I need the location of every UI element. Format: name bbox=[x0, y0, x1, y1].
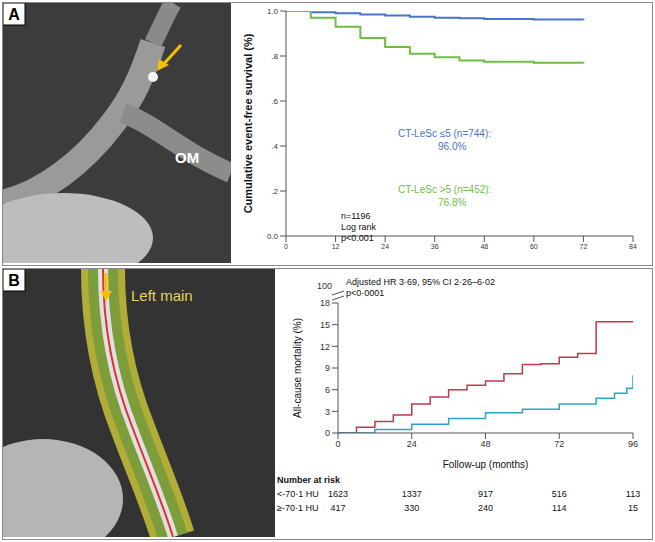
svg-text:15: 15 bbox=[320, 320, 330, 330]
svg-text:72: 72 bbox=[580, 243, 588, 250]
svg-text:B: B bbox=[8, 272, 20, 289]
html-text:76.8%: 76.8% bbox=[438, 197, 467, 208]
svg-text:84: 84 bbox=[629, 243, 637, 250]
svg-text:6: 6 bbox=[325, 385, 330, 395]
svg-text:Follow-up (months): Follow-up (months) bbox=[443, 459, 529, 470]
svg-text:0: 0 bbox=[335, 439, 340, 449]
html-text:1337: 1337 bbox=[401, 489, 422, 499]
html-text:p<0.001: p<0.001 bbox=[341, 233, 374, 243]
svg-text:A: A bbox=[8, 6, 20, 23]
svg-text:12: 12 bbox=[332, 243, 340, 250]
svg-text:Left main: Left main bbox=[131, 287, 193, 304]
svg-text:24: 24 bbox=[407, 439, 417, 449]
svg-text:OM: OM bbox=[175, 149, 199, 166]
html-text:96.0%: 96.0% bbox=[438, 141, 467, 152]
html-text:Adjusted HR 3·69, 95% CI 2·26–: Adjusted HR 3·69, 95% CI 2·26–6·02 bbox=[346, 277, 496, 287]
svg-text:96: 96 bbox=[628, 439, 638, 449]
html-text:1623: 1623 bbox=[328, 489, 348, 499]
svg-text:.8: .8 bbox=[271, 52, 278, 61]
html-text:n=1196: n=1196 bbox=[341, 211, 371, 221]
html-text:100: 100 bbox=[317, 281, 332, 291]
svg-text:9: 9 bbox=[325, 363, 330, 373]
svg-text:24: 24 bbox=[381, 243, 389, 250]
svg-text:0.0: 0.0 bbox=[267, 232, 279, 241]
svg-text:0: 0 bbox=[284, 243, 288, 250]
html-text:Number at risk: Number at risk bbox=[277, 475, 340, 485]
html-text:Log rank: Log rank bbox=[341, 222, 376, 232]
svg-text:72: 72 bbox=[554, 439, 564, 449]
svg-text:3: 3 bbox=[325, 407, 330, 417]
svg-text:48: 48 bbox=[480, 243, 488, 250]
svg-text:.2: .2 bbox=[271, 187, 278, 196]
html-text:417: 417 bbox=[330, 503, 346, 513]
html-text:917: 917 bbox=[478, 489, 493, 499]
svg-text:All-cause mortality (%): All-cause mortality (%) bbox=[292, 318, 303, 418]
html-text:113: 113 bbox=[625, 489, 641, 499]
html-text:p<0·0001: p<0·0001 bbox=[346, 288, 385, 298]
svg-text:18: 18 bbox=[320, 298, 330, 308]
html-text:≥-70·1 HU: ≥-70·1 HU bbox=[277, 503, 319, 513]
svg-text:.6: .6 bbox=[271, 97, 278, 106]
svg-text:60: 60 bbox=[530, 243, 538, 250]
svg-text:0: 0 bbox=[325, 428, 330, 438]
html-text:CT-LeSc ≤5 (n=744):: CT-LeSc ≤5 (n=744): bbox=[398, 128, 491, 139]
html-text:114: 114 bbox=[552, 503, 567, 513]
html-text:15: 15 bbox=[628, 503, 638, 513]
html-text:CT-LeSc >5 (n=452):: CT-LeSc >5 (n=452): bbox=[398, 184, 492, 195]
svg-text:.4: .4 bbox=[271, 142, 278, 151]
html-text:516: 516 bbox=[551, 489, 567, 499]
svg-text:48: 48 bbox=[480, 439, 490, 449]
svg-text:1.0: 1.0 bbox=[267, 7, 279, 16]
svg-text:36: 36 bbox=[431, 243, 439, 250]
svg-text:Cumulative event-free survival: Cumulative event-free survival (%) bbox=[242, 33, 254, 213]
html-text:<-70·1 HU: <-70·1 HU bbox=[277, 489, 319, 499]
svg-text:12: 12 bbox=[320, 342, 330, 352]
html-text:330: 330 bbox=[404, 503, 420, 513]
html-text:240: 240 bbox=[478, 503, 493, 513]
